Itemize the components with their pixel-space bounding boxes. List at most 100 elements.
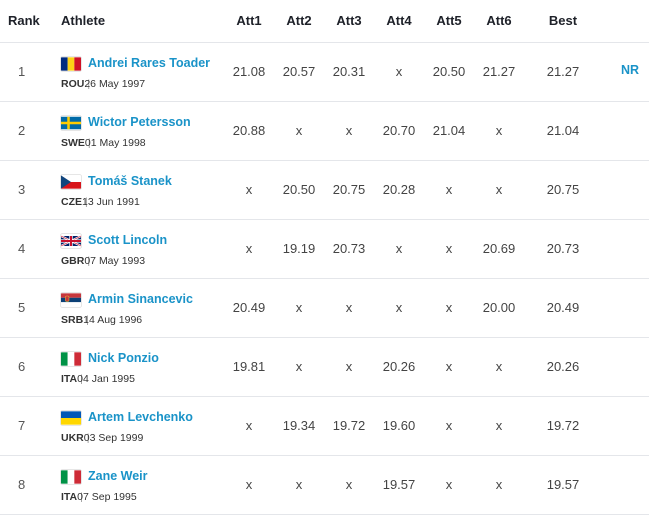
- attempt-1-cell: 19.81: [232, 359, 266, 374]
- attempt-3-cell: x: [345, 300, 353, 315]
- table-row: 3 Tomáš Stanek CZE | 13 Jun 1991 x 20.50 20.75 2…: [0, 161, 649, 220]
- attempt-6-cell: 21.27: [482, 64, 516, 79]
- athlete-name-link[interactable]: Artem Levchenko: [88, 410, 193, 424]
- attempt-2-cell: 19.34: [282, 418, 316, 433]
- attempt-3-cell: 20.73: [332, 241, 366, 256]
- header-att6: Att6: [486, 13, 512, 28]
- header-rank: Rank: [8, 13, 40, 28]
- attempt-6-cell: 20.69: [482, 241, 516, 256]
- best-cell: 21.27: [546, 64, 580, 79]
- date-of-birth: 03 Sep 1999: [83, 432, 144, 444]
- header-att1: Att1: [236, 13, 262, 28]
- country-code: SRB: [61, 314, 84, 326]
- athlete-meta: UKR | 03 Sep 1999: [61, 432, 144, 444]
- date-of-birth: 07 May 1993: [84, 255, 146, 267]
- attempt-5-cell: x: [445, 477, 453, 492]
- best-cell: 21.04: [546, 123, 580, 138]
- attempt-4-cell: 20.26: [382, 359, 416, 374]
- rank-cell: 8: [18, 477, 26, 492]
- table-row: 1 Andrei Rares Toader ROU | 26 May 1997 21.08…: [0, 43, 649, 102]
- athlete-name-link[interactable]: Wictor Petersson: [88, 115, 191, 129]
- attempt-1-cell: x: [245, 182, 253, 197]
- header-att5: Att5: [436, 13, 462, 28]
- rank-cell: 2: [18, 123, 26, 138]
- attempt-1-cell: x: [245, 241, 253, 256]
- attempt-3-cell: x: [345, 359, 353, 374]
- attempt-3-cell: 19.72: [332, 418, 366, 433]
- attempt-2-cell: 19.19: [282, 241, 316, 256]
- athlete-name-link[interactable]: Zane Weir: [88, 469, 148, 483]
- attempt-4-cell: 19.60: [382, 418, 416, 433]
- athlete-meta: CZE | 13 Jun 1991: [61, 196, 140, 208]
- attempt-4-cell: 20.28: [382, 182, 416, 197]
- attempt-3-cell: 20.31: [332, 64, 366, 79]
- date-of-birth: 14 Aug 1996: [83, 314, 143, 326]
- country-code: ITA: [61, 373, 78, 385]
- date-of-birth: 01 May 1998: [84, 137, 146, 149]
- best-cell: 19.57: [546, 477, 580, 492]
- flag-icon: [61, 470, 81, 484]
- attempt-5-cell: x: [445, 300, 453, 315]
- attempt-4-cell: 20.70: [382, 123, 416, 138]
- header-att3: Att3: [336, 13, 362, 28]
- rank-cell: 1: [18, 64, 26, 79]
- attempt-4-cell: x: [395, 64, 403, 79]
- rank-cell: 5: [18, 300, 26, 315]
- header-att2: Att2: [286, 13, 312, 28]
- results-table-header: Rank Athlete Att1 Att2 Att3 Att4 Att5 At…: [0, 0, 649, 43]
- attempt-2-cell: x: [295, 300, 303, 315]
- date-of-birth: 07 Sep 1995: [77, 491, 137, 503]
- attempt-4-cell: x: [395, 241, 403, 256]
- country-code: CZE: [61, 196, 82, 208]
- attempt-3-cell: 20.75: [332, 182, 366, 197]
- table-row: 6 Nick Ponzio ITA | 04 Jan 1995 19.81 x x 20.26 x…: [0, 338, 649, 397]
- attempt-1-cell: x: [245, 477, 253, 492]
- attempt-6-cell: x: [495, 359, 503, 374]
- attempt-5-cell: 21.04: [432, 123, 466, 138]
- athlete-name-link[interactable]: Nick Ponzio: [88, 351, 159, 365]
- athlete-name-link[interactable]: Andrei Rares Toader: [88, 56, 211, 70]
- attempt-6-cell: 20.00: [482, 300, 516, 315]
- attempt-2-cell: x: [295, 477, 303, 492]
- best-cell: 20.26: [546, 359, 580, 374]
- best-cell: 19.72: [546, 418, 580, 433]
- rank-cell: 3: [18, 182, 26, 197]
- athlete-meta: ROU | 26 May 1997: [61, 78, 146, 90]
- rank-cell: 4: [18, 241, 26, 256]
- attempt-4-cell: x: [395, 300, 403, 315]
- flag-icon: [61, 175, 81, 189]
- athlete-name-link[interactable]: Scott Lincoln: [88, 233, 168, 247]
- attempt-6-cell: x: [495, 123, 503, 138]
- attempt-5-cell: x: [445, 418, 453, 433]
- country-code: UKR: [61, 432, 84, 444]
- athlete-name-link[interactable]: Armin Sinancevic: [88, 292, 193, 306]
- attempt-5-cell: x: [445, 359, 453, 374]
- attempt-1-cell: 20.49: [232, 300, 266, 315]
- best-cell: 20.73: [546, 241, 580, 256]
- athlete-meta: SRB | 14 Aug 1996: [61, 314, 143, 326]
- country-code: GBR: [61, 255, 85, 267]
- best-cell: 20.75: [546, 182, 580, 197]
- table-row: 2 Wictor Petersson SWE | 01 May 1998 20.88 x x 2…: [0, 102, 649, 161]
- athlete-name-link[interactable]: Tomáš Stanek: [88, 174, 172, 188]
- attempt-2-cell: 20.57: [282, 64, 316, 79]
- attempt-5-cell: x: [445, 182, 453, 197]
- rank-cell: 6: [18, 359, 26, 374]
- attempt-3-cell: x: [345, 477, 353, 492]
- attempt-2-cell: x: [295, 123, 303, 138]
- flag-icon: [61, 57, 81, 71]
- record-badge[interactable]: NR: [621, 63, 640, 77]
- country-code: ITA: [61, 491, 78, 503]
- attempt-6-cell: x: [495, 418, 503, 433]
- country-code: ROU: [61, 78, 85, 90]
- attempt-1-cell: x: [245, 418, 253, 433]
- flag-icon: [61, 352, 81, 366]
- attempt-5-cell: x: [445, 241, 453, 256]
- attempt-2-cell: x: [295, 359, 303, 374]
- table-row: 5 Armin Sinancevic SRB | 14 Aug 1996 20.49 x x x…: [0, 279, 649, 338]
- athlete-meta: ITA | 04 Jan 1995: [61, 373, 135, 385]
- rank-cell: 7: [18, 418, 26, 433]
- athlete-meta: GBR | 07 May 1993: [61, 255, 146, 267]
- date-of-birth: 26 May 1997: [84, 78, 146, 90]
- flag-icon: [61, 411, 81, 425]
